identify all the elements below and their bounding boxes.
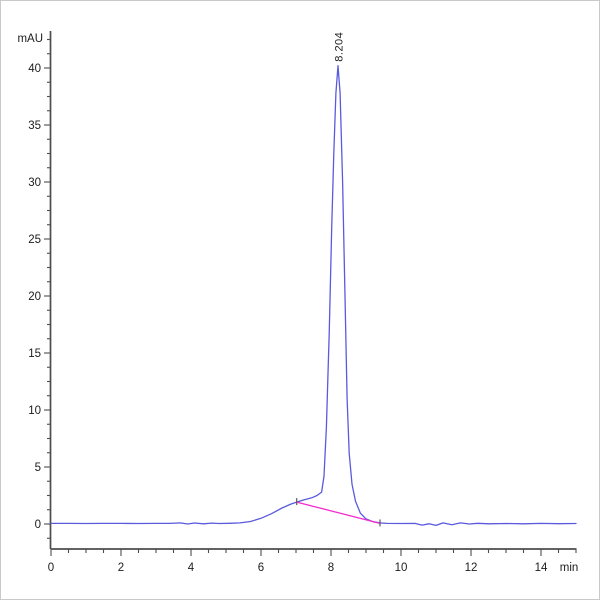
integration-marks	[296, 498, 381, 527]
axis-tick-labels: 0 5 10 15 20 25 30 35 40 0 2 4 6 8 10 12 14	[28, 63, 548, 574]
x-tick-label: 12	[465, 562, 478, 574]
y-tick-label: 20	[28, 291, 41, 303]
axes	[49, 31, 577, 550]
y-tick-label: 0	[35, 519, 41, 531]
y-tick-label: 30	[28, 177, 41, 189]
peak-retention-time-label: 8.204	[334, 32, 346, 62]
y-tick-label: 40	[28, 63, 41, 75]
x-tick-label: 10	[395, 562, 408, 574]
signal-traces	[50, 65, 577, 527]
x-tick-label: 14	[535, 562, 548, 574]
x-tick-label: 6	[258, 562, 264, 574]
y-tick-label: 10	[28, 405, 41, 417]
x-tick-label: 0	[48, 562, 54, 574]
integration-baseline-trace	[296, 501, 381, 525]
x-tick-label: 2	[118, 562, 124, 574]
y-tick-label: 35	[28, 120, 41, 132]
y-tick-label: 25	[28, 234, 41, 246]
axis-ticks	[44, 38, 577, 556]
y-tick-label: 15	[28, 348, 41, 360]
x-tick-label: 4	[188, 562, 195, 574]
y-tick-label: 5	[35, 462, 41, 474]
x-tick-label: 8	[328, 562, 334, 574]
detector-signal-trace	[50, 65, 577, 527]
y-axis-unit-label: mAU	[17, 33, 43, 45]
x-axis-unit-label: min	[560, 562, 579, 574]
